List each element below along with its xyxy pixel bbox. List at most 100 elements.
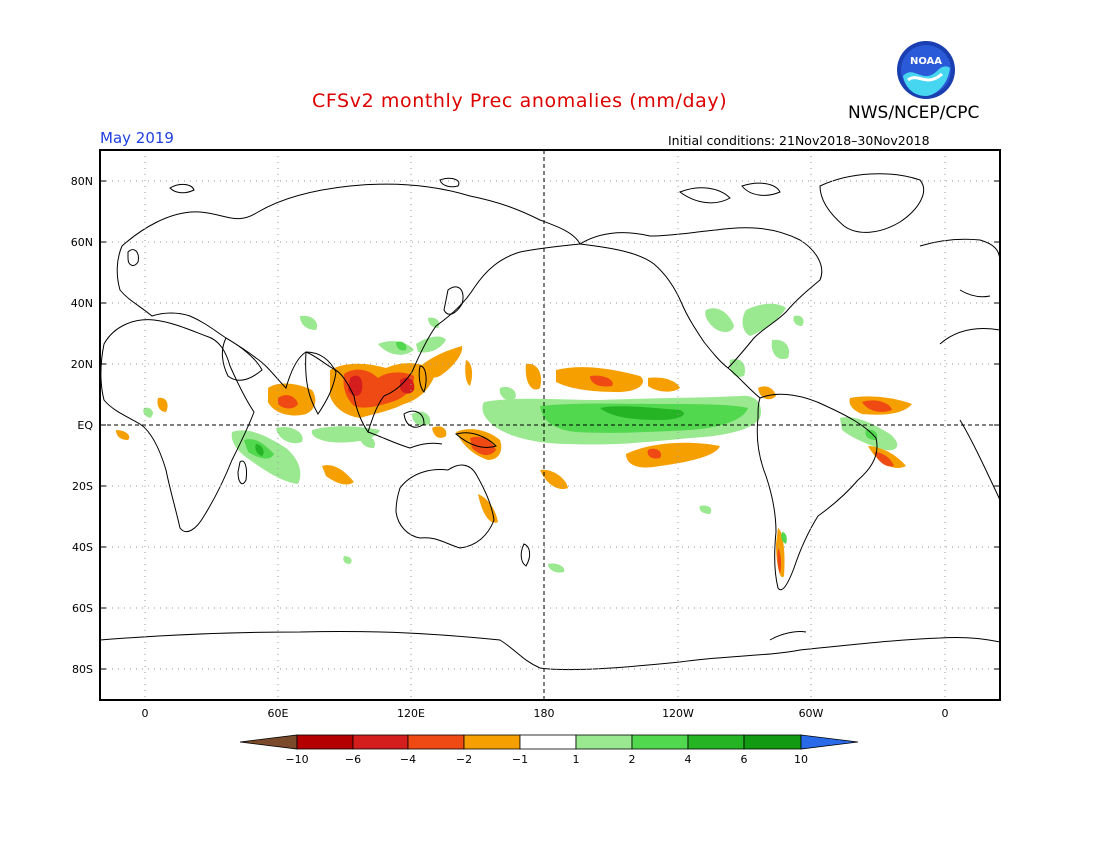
coastline-antarctic-peninsula — [769, 631, 807, 641]
wet-anomaly-sw-pacific — [699, 505, 712, 514]
coastline-greenland — [819, 173, 925, 233]
wet-anomaly-west-africa — [143, 407, 153, 418]
coastline-africa — [100, 319, 255, 532]
dry-anomaly-itcz-east — [648, 377, 680, 392]
colorbar-bin-dry-1-2 — [463, 734, 521, 750]
colorbar-bin-dry-6-10 — [296, 734, 354, 750]
wet-anomaly-japan — [428, 317, 440, 328]
wet-anomaly-tasmania — [343, 556, 352, 564]
lat-label-eq: EQ — [77, 419, 93, 432]
wet-anomaly-us-east-coast — [705, 308, 734, 332]
colorbar-tick-1: 1 — [573, 753, 580, 766]
noaa-logo-text: NOAA — [910, 56, 942, 67]
longitude-labels: 0 60E 120E 180 120W 60W 0 — [142, 707, 949, 720]
coastline-north-america — [578, 227, 823, 369]
coastline-eurasia — [116, 183, 581, 434]
lat-label-80s: 80S — [72, 663, 93, 676]
lon-label-0-east: 0 — [942, 707, 949, 720]
lon-label-60w: 60W — [799, 707, 824, 720]
lat-label-20s: 20S — [72, 480, 93, 493]
wet-anomaly-east-china — [378, 341, 414, 355]
lon-label-0-west: 0 — [142, 707, 149, 720]
coastline-south-america — [756, 393, 878, 591]
lat-label-60s: 60S — [72, 602, 93, 615]
dry-anomaly-new-guinea-core — [470, 436, 496, 456]
colorbar-bin-wet-6-10 — [743, 734, 802, 750]
wet-anomaly-philippines-north — [416, 336, 446, 353]
wet-anomaly-west-atlantic — [793, 315, 804, 326]
anomaly-fields — [116, 303, 912, 578]
coastline-indonesia — [367, 431, 443, 449]
dry-anomaly-itcz-north-core — [590, 375, 613, 387]
colorbar-bin-wet-4-6 — [687, 734, 745, 750]
colorbar-bin-wet-1-2 — [575, 734, 633, 750]
coastline-australia — [395, 464, 495, 549]
colorbar-tick-minus-1: −1 — [512, 753, 528, 766]
colorbar-arrow-high — [800, 734, 859, 750]
wet-anomaly-south-pacific — [548, 563, 565, 573]
colorbar-tick-10: 10 — [794, 753, 808, 766]
coastline-borneo — [403, 410, 425, 428]
coastline-antarctica — [99, 630, 1001, 671]
coastline-arctic-islands — [169, 177, 781, 204]
coastline-new-zealand — [520, 543, 531, 567]
dry-anomaly-south-pacific — [540, 469, 568, 490]
lat-label-60n: 60N — [71, 236, 93, 249]
colorbar-bin-wet-2-4 — [631, 734, 689, 750]
colorbar-arrow-low — [239, 734, 298, 750]
lat-label-20n: 20N — [71, 358, 93, 371]
lon-label-120e: 120E — [397, 707, 425, 720]
colorbar-bin-neutral — [519, 734, 577, 750]
initial-conditions-label: Initial conditions: 21Nov2018–30Nov2018 — [668, 133, 930, 148]
dry-anomaly-bay-of-bengal-strong — [343, 369, 414, 408]
wet-anomaly-sumatra — [360, 434, 375, 448]
latitude-ticks — [100, 180, 1000, 670]
wet-anomaly-caribbean — [771, 339, 790, 360]
wet-anomaly-east-pacific-itcz-core — [600, 406, 684, 420]
coastline-madagascar — [237, 460, 247, 485]
dry-anomaly-indonesia — [432, 426, 447, 438]
coastline-japan — [443, 286, 464, 315]
latitude-labels: 80N 60N 40N 20N EQ 20S 40S 60S 80S — [71, 175, 94, 676]
wet-anomaly-north-india — [300, 315, 318, 330]
wet-anomaly-china-core — [396, 341, 407, 351]
colorbar-tick-4: 4 — [685, 753, 692, 766]
graticule — [100, 150, 1000, 700]
dry-anomaly-west-indian — [116, 430, 130, 440]
dry-anomaly-chile-core — [777, 548, 782, 574]
colorbar-tick-6: 6 — [741, 753, 748, 766]
colorbar: −10 −6 −4 −2 −1 1 2 4 6 10 — [239, 734, 859, 766]
valid-month-label: May 2019 — [100, 129, 174, 147]
colorbar-bin-dry-2-4 — [407, 734, 465, 750]
coastline-india — [305, 351, 337, 415]
lon-label-120w: 120W — [662, 707, 694, 720]
wet-anomaly-amazon-core — [865, 429, 878, 440]
wet-anomaly-patagonia — [781, 532, 787, 544]
lon-label-60e: 60E — [268, 707, 289, 720]
coastline-philippines — [418, 365, 427, 393]
dry-anomaly-atlantic-itcz-core — [862, 400, 892, 412]
colorbar-tick-minus-6: −6 — [345, 753, 361, 766]
map-title: CFSv2 monthly Prec anomalies (mm/day) — [312, 90, 728, 112]
dry-anomaly-arabian-sea-core — [278, 395, 298, 409]
lat-label-40s: 40S — [72, 541, 93, 554]
noaa-logo: NOAA — [897, 41, 955, 99]
dry-anomaly-brazil-core — [874, 452, 894, 467]
dry-anomaly-bay-of-bengal-core — [348, 375, 363, 396]
colorbar-bin-dry-4-6 — [352, 734, 409, 750]
dry-anomaly-caribbean — [758, 386, 776, 400]
wet-anomaly-us-southeast — [742, 303, 786, 336]
coastline-central-america — [727, 367, 761, 399]
dry-anomaly-spcz — [626, 442, 720, 468]
coastline-new-guinea — [454, 432, 497, 448]
coastline-europe-east-edge — [919, 238, 1001, 298]
wet-anomaly-maritime-continent — [412, 411, 431, 426]
lat-label-80n: 80N — [71, 175, 93, 188]
dry-anomaly-gulf-guinea — [157, 397, 168, 412]
coastline-arabia — [221, 337, 263, 381]
dry-anomaly-indochina-core — [400, 377, 415, 394]
lat-label-40n: 40N — [71, 297, 93, 310]
wet-anomaly-indian-ocean-south-core — [255, 444, 264, 456]
dry-anomaly-central-pacific — [525, 363, 542, 390]
